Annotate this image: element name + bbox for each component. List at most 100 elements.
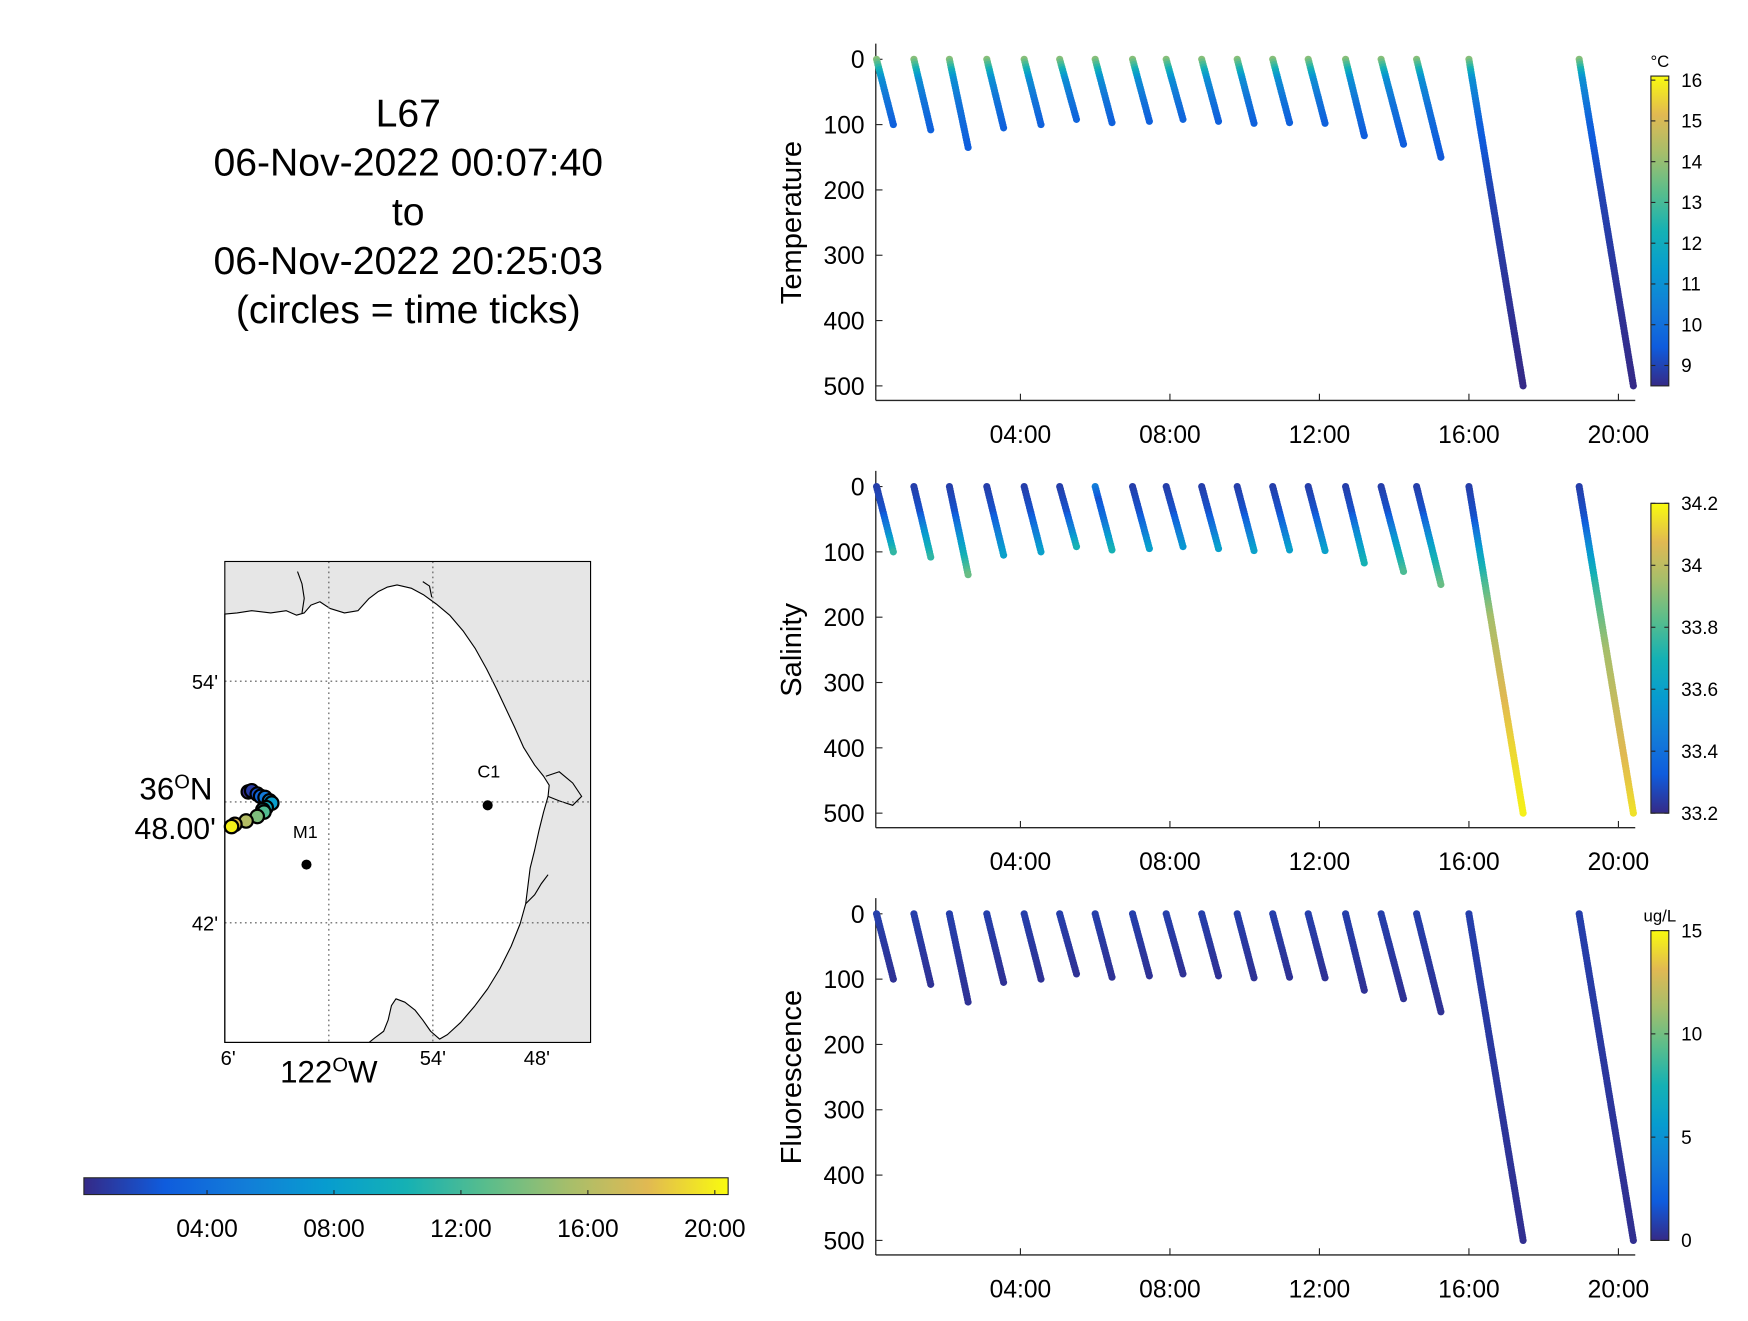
profile-4 xyxy=(983,55,1008,132)
profile-7 xyxy=(1091,482,1116,554)
profile-11 xyxy=(1233,910,1258,982)
data-point xyxy=(1437,580,1445,589)
profile-16 xyxy=(1413,482,1445,589)
data-point xyxy=(1285,119,1294,127)
data-point xyxy=(1000,978,1008,986)
profile-8 xyxy=(1128,55,1153,125)
profile-13 xyxy=(1304,482,1329,555)
y-axis-label: Temperature xyxy=(776,141,808,304)
deployment-title: L67 xyxy=(375,91,441,136)
lat-tick-label: 54' xyxy=(192,672,218,694)
track-time-tick xyxy=(223,818,240,835)
y-tick-label: 100 xyxy=(824,540,865,567)
time-colorbar-label: 12:00 xyxy=(430,1216,492,1243)
data-point xyxy=(1037,975,1045,983)
station-c1-label: C1 xyxy=(477,761,500,781)
y-tick-label: 400 xyxy=(824,309,865,336)
colorbar-tick-label: 15 xyxy=(1681,921,1702,942)
data-point xyxy=(964,143,972,152)
data-point xyxy=(1250,546,1258,555)
map-frame xyxy=(224,560,592,1044)
profile-5 xyxy=(1020,55,1045,129)
title-block: L67 06-Nov-2022 00:07:40 to 06-Nov-2022 … xyxy=(157,89,660,335)
colorbar xyxy=(1650,75,1670,387)
y-tick-label: 200 xyxy=(824,1032,865,1059)
lat-main-label: 36ON xyxy=(139,772,212,807)
colorbar-tick-label: 34.2 xyxy=(1681,494,1718,515)
profile-17 xyxy=(1465,482,1527,817)
data-point xyxy=(964,998,972,1006)
profile-7 xyxy=(1091,910,1116,981)
data-point xyxy=(927,553,935,561)
profile-18 xyxy=(1575,910,1637,1244)
time-colorbar-label: 04:00 xyxy=(176,1216,238,1243)
y-tick-label: 0 xyxy=(851,47,865,74)
colorbar-tick-label: 34 xyxy=(1681,556,1703,577)
data-point xyxy=(1321,974,1329,982)
data-point xyxy=(889,548,897,556)
y-tick-label: 300 xyxy=(824,1098,865,1125)
colorbar-tick-label: 33.4 xyxy=(1681,742,1718,763)
profile-14 xyxy=(1342,55,1368,140)
x-tick-label: 12:00 xyxy=(1289,849,1351,876)
profile-10 xyxy=(1198,482,1223,553)
colorbar-tick-label: 33.2 xyxy=(1681,804,1718,825)
profile-15 xyxy=(1377,482,1408,576)
profile-5 xyxy=(1020,482,1045,556)
data-point xyxy=(1437,153,1445,161)
y-tick-label: 500 xyxy=(824,801,865,828)
data-point xyxy=(1108,546,1116,554)
colorbar-tick-label: 10 xyxy=(1681,1025,1702,1046)
colorbar-tick-label: 12 xyxy=(1681,234,1702,255)
lon-main-label: 122OW xyxy=(280,1055,378,1090)
profile-18 xyxy=(1575,482,1637,817)
y-tick-label: 0 xyxy=(851,902,865,929)
x-tick-label: 12:00 xyxy=(1289,1276,1351,1303)
profile-15 xyxy=(1377,910,1408,1003)
x-tick-label: 12:00 xyxy=(1289,422,1351,449)
data-point xyxy=(1629,1236,1637,1244)
x-tick-label: 20:00 xyxy=(1588,849,1650,876)
colorbar-tick-label: 14 xyxy=(1681,152,1703,173)
data-point xyxy=(1214,545,1223,553)
data-point xyxy=(1179,970,1187,978)
river-line xyxy=(296,571,305,614)
colorbar-unit: ug/L xyxy=(1644,907,1677,926)
profile-1 xyxy=(872,55,897,129)
time-colorbar-label: 08:00 xyxy=(303,1216,365,1243)
profile-11 xyxy=(1233,55,1258,127)
x-tick-label: 20:00 xyxy=(1588,422,1650,449)
profile-8 xyxy=(1128,482,1153,553)
to-label: to xyxy=(391,190,425,234)
profile-8 xyxy=(1128,910,1153,980)
profile-15 xyxy=(1377,55,1408,148)
profile-3 xyxy=(945,55,972,152)
data-point xyxy=(1072,543,1081,551)
y-axis-label: Salinity xyxy=(776,603,808,697)
river-line xyxy=(422,581,433,598)
data-point xyxy=(1519,1236,1527,1244)
river-line xyxy=(525,874,549,905)
data-point xyxy=(964,571,972,579)
station-c1-marker xyxy=(482,800,493,811)
y-tick-label: 100 xyxy=(824,967,865,994)
profile-9 xyxy=(1162,55,1187,123)
data-point xyxy=(1145,972,1153,980)
profile-17 xyxy=(1465,910,1527,1244)
data-point xyxy=(927,980,935,988)
end-time: 06-Nov-2022 20:25:03 xyxy=(213,239,604,283)
data-point xyxy=(1519,809,1527,817)
data-point xyxy=(1072,115,1081,123)
lon-tick-label: 6' xyxy=(221,1048,236,1070)
data-point xyxy=(1037,548,1045,556)
colorbar-unit: °C xyxy=(1650,52,1669,71)
y-tick-label: 100 xyxy=(824,113,865,140)
colorbar-tick-label: 9 xyxy=(1681,356,1692,377)
profile-6 xyxy=(1056,482,1081,551)
profile-1 xyxy=(872,910,897,983)
y-tick-label: 400 xyxy=(824,1163,865,1190)
colorbar-tick-label: 33.8 xyxy=(1681,618,1718,639)
x-tick-label: 04:00 xyxy=(990,849,1052,876)
